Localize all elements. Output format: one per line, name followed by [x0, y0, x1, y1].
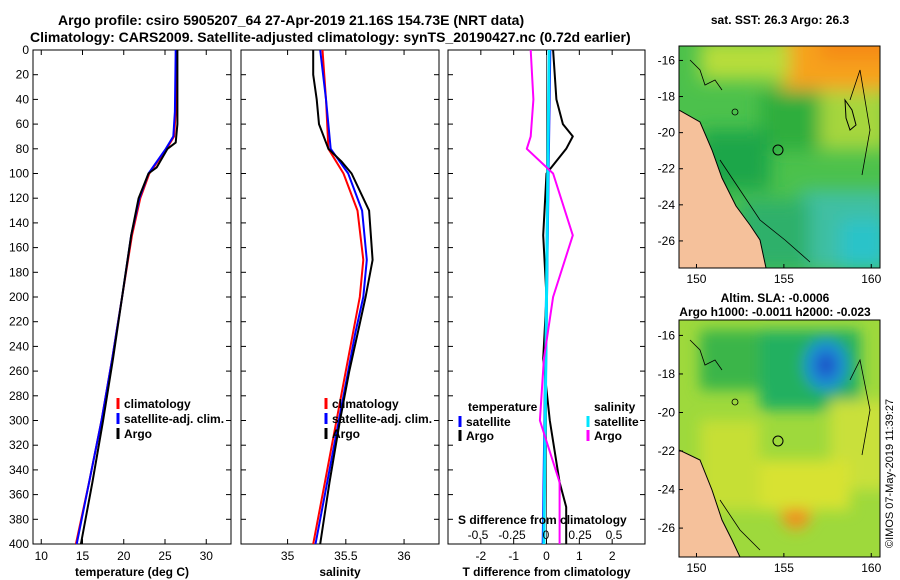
depth-tick-label: 280 — [9, 389, 29, 403]
title-line-1: Argo profile: csiro 5905207_64 27-Apr-20… — [58, 12, 525, 28]
depth-tick-label: 260 — [9, 364, 29, 378]
sla_map-axes: 150 155 160 -16 -18 -20 -22 -24 -26 Altim. SLA: -… — [658, 291, 882, 575]
sst_map-ytick-label: -16 — [658, 53, 676, 67]
difference-xtick-label: -2 — [475, 549, 486, 563]
difference-legend-label: satellite — [594, 415, 639, 429]
imos-timestamp: ©IMOS 07-May-2019 11:39:27 — [884, 398, 896, 548]
depth-tick-label: 120 — [9, 191, 29, 205]
temperature-xtick-label: 15 — [76, 549, 90, 563]
depth-tick-label: 200 — [9, 290, 29, 304]
depth-tick-label: 100 — [9, 167, 29, 181]
s-tick-label: 0.25 — [568, 528, 592, 542]
sla_map-xtick-label: 160 — [861, 561, 881, 575]
salinity-legend-label: climatology — [332, 397, 399, 411]
sst_map-axes: 150 155 160 -16 -18 -20 -22 -24 -26 sat. SST: 26.… — [658, 13, 882, 286]
depth-tick-label: 60 — [16, 117, 30, 131]
temperature-xtick-label: 30 — [200, 549, 214, 563]
sst_map-ytick-label: -26 — [658, 234, 676, 248]
depth-tick-label: 360 — [9, 488, 29, 502]
temperature-xtick-label: 20 — [117, 549, 131, 563]
salinity-frame — [240, 49, 440, 545]
salinity-xtick-label: 35 — [281, 549, 295, 563]
salinity-legend-label: satellite-adj. clim. — [332, 412, 432, 426]
sst_map-ytick-label: -22 — [658, 162, 676, 176]
s-tick-label: 0.5 — [606, 528, 623, 542]
depth-tick-label: 240 — [9, 339, 29, 353]
temperature-xtick-label: 10 — [35, 549, 49, 563]
sla-map-title-line-2: Argo h1000: -0.0011 h2000: -0.023 — [679, 305, 871, 319]
sst-map — [678, 45, 881, 269]
sla_map-xtick-label: 155 — [774, 561, 794, 575]
difference-xtick-label: 1 — [576, 549, 583, 563]
s-tick-label: -0.25 — [498, 528, 526, 542]
difference-series-salinity-argo — [525, 49, 574, 544]
salinity-xlabel: salinity — [319, 565, 361, 579]
depth-tick-label: 320 — [9, 438, 29, 452]
sla_map-ytick-label: -18 — [658, 367, 676, 381]
sst_map-xtick-label: 155 — [774, 272, 794, 286]
difference-xtick-label: -1 — [508, 549, 519, 563]
depth-tick-label: 140 — [9, 216, 29, 230]
sla_map-ytick-label: -20 — [658, 405, 676, 419]
sla-map — [678, 319, 881, 558]
sst_map-ytick-label: -24 — [658, 198, 676, 212]
temperature-legend-label: Argo — [124, 427, 152, 441]
sla_map-ytick-label: -24 — [658, 483, 676, 497]
temperature-legend-label: climatology — [124, 397, 191, 411]
sla-map-title-line-1: Altim. SLA: -0.0006 — [721, 291, 830, 305]
depth-tick-label: 220 — [9, 315, 29, 329]
depth-tick-label: 80 — [16, 142, 30, 156]
salinity-series-satellite-adj-clim- — [314, 49, 368, 545]
sla_map-xtick-label: 150 — [686, 561, 706, 575]
depth-tick-label: 340 — [9, 463, 29, 477]
salinity-legend-label: Argo — [332, 427, 360, 441]
difference-legend-label: satellite — [466, 415, 511, 429]
title-line-2: Climatology: CARS2009. Satellite-adjuste… — [30, 29, 631, 45]
difference-series-salinity-satellite — [542, 49, 551, 545]
depth-tick-label: 300 — [9, 414, 29, 428]
difference-legend-label: Argo — [594, 429, 622, 443]
temperature-panel: 0 20 40 60 80 100 120 140 160 180 200 220 240 260 280 3… — [9, 43, 232, 579]
depth-tick-label: 20 — [16, 68, 30, 82]
temperature-series-satellite-adj-clim- — [75, 49, 177, 545]
difference-xtick-label: 2 — [609, 549, 616, 563]
depth-tick-label: 180 — [9, 265, 29, 279]
s-tick-label: -0.5 — [468, 528, 489, 542]
salinity-series-climatology — [312, 49, 365, 545]
sst_map-ytick-label: -18 — [658, 90, 676, 104]
depth-tick-label: 0 — [22, 43, 29, 57]
depth-tick-label: 160 — [9, 241, 29, 255]
depth-tick-label: 40 — [16, 92, 30, 106]
legend-header-salinity: salinity — [594, 400, 636, 414]
temperature-xtick-label: 25 — [158, 549, 172, 563]
temperature-frame — [32, 49, 232, 545]
salinity-panel: 35 35.5 36 salinity climatologysatellite-adj… — [240, 49, 440, 579]
difference-xlabel: T difference from climatology — [462, 565, 630, 579]
sla_map-ytick-label: -22 — [658, 444, 676, 458]
difference-legend-label: Argo — [466, 429, 494, 443]
salinity-xtick-label: 36 — [397, 549, 411, 563]
sst_map-xtick-label: 160 — [861, 272, 881, 286]
salinity-series-argo — [312, 50, 374, 545]
depth-tick-label: 400 — [9, 537, 29, 551]
sst_map-xtick-label: 150 — [686, 272, 706, 286]
sla_map-ytick-label: -16 — [658, 328, 676, 342]
temperature-series-argo — [79, 50, 179, 545]
temperature-legend-label: satellite-adj. clim. — [124, 412, 224, 426]
difference-panel: -2 -1 0 1 2 T difference from climatology temp… — [447, 49, 646, 579]
sst-map-title: sat. SST: 26.3 Argo: 26.3 — [711, 13, 850, 27]
s-axis-label: S difference from climatology — [458, 513, 627, 527]
s-tick-label: 0 — [543, 528, 550, 542]
salinity-xtick-label: 35.5 — [334, 549, 358, 563]
depth-tick-label: 380 — [9, 512, 29, 526]
temperature-xlabel: temperature (deg C) — [75, 565, 189, 579]
sla_map-ytick-label: -26 — [658, 521, 676, 535]
sst_map-ytick-label: -20 — [658, 126, 676, 140]
legend-header-temperature: temperature — [468, 400, 538, 414]
difference-xtick-label: 0 — [543, 549, 550, 563]
